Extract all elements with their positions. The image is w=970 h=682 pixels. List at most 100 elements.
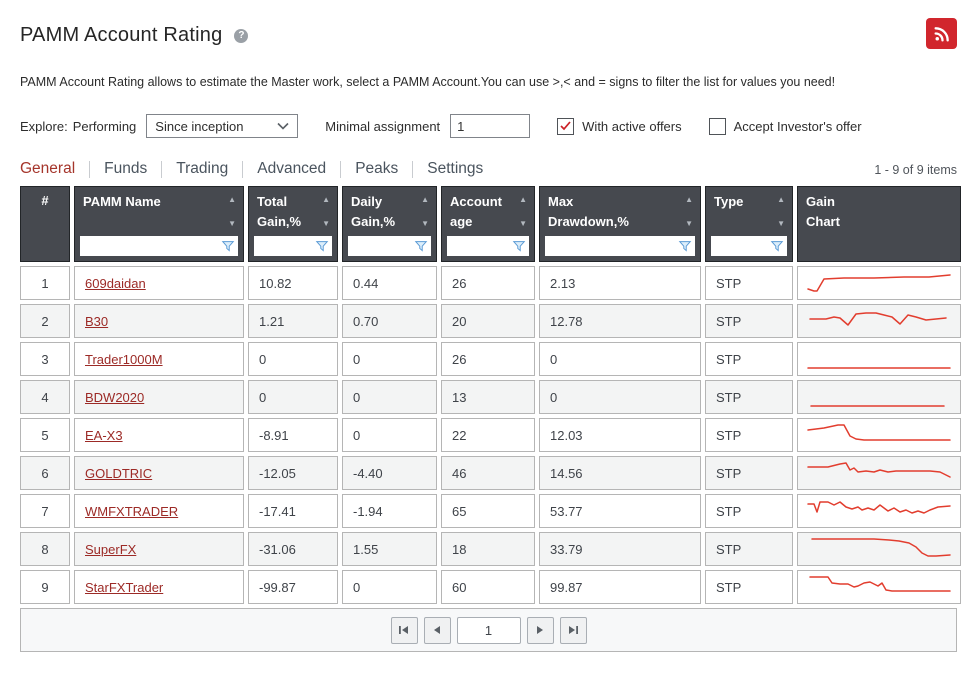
max-drawdown-cell: 99.87 [539, 570, 701, 604]
column-filter-input[interactable] [447, 236, 512, 256]
pager-prev-button[interactable] [423, 616, 451, 644]
sort-asc-icon[interactable]: ▲ [777, 195, 785, 204]
column-filter-input[interactable] [80, 236, 221, 256]
minimal-assignment-input[interactable] [450, 114, 531, 138]
filter-icon[interactable] [770, 239, 784, 253]
table-row: 4 BDW2020 0 0 13 0 STP [20, 380, 961, 414]
account-age-cell: 13 [441, 380, 535, 414]
help-icon[interactable]: ? [234, 29, 249, 43]
sort-asc-icon[interactable]: ▲ [322, 195, 330, 204]
pager-next-button[interactable] [526, 616, 554, 644]
sort-desc-icon[interactable]: ▼ [777, 219, 785, 228]
type-cell: STP [705, 380, 793, 414]
column-header-daily-gain[interactable]: Daily Gain,% ▲ ▼ [342, 186, 437, 262]
title-bar: PAMM Account Rating ? [20, 18, 957, 54]
gain-sparkline [807, 367, 951, 369]
sort-asc-icon[interactable]: ▲ [228, 195, 236, 204]
tabs-row: General Funds Trading Advanced Peaks Settings… [20, 160, 957, 178]
table-row: 9 StarFXTrader -99.87 0 60 99.87 STP [20, 570, 961, 604]
pamm-name-link[interactable]: BDW2020 [85, 389, 145, 405]
tabs: General Funds Trading Advanced Peaks Settings [20, 160, 497, 178]
filter-icon[interactable] [678, 239, 692, 253]
table-row: 2 B30 1.21 0.70 20 12.78 STP [20, 304, 961, 338]
sort-desc-icon[interactable]: ▼ [421, 219, 429, 228]
filter-icon[interactable] [414, 239, 428, 253]
gain-chart-cell [797, 380, 961, 414]
pamm-name-cell: EA-X3 [74, 418, 244, 452]
tab-settings[interactable]: Settings [427, 160, 484, 177]
pamm-name-link[interactable]: B30 [85, 313, 109, 329]
column-filter [254, 236, 332, 256]
pager-page-input[interactable] [456, 616, 521, 644]
table-header-row: # PAMM Name ▲ ▼ Total Gain,% ▲ ▼ Daily Gain,% ▲ ▼ Ac… [20, 186, 961, 262]
with-active-offers-checkbox[interactable] [557, 117, 575, 135]
sort-desc-icon[interactable]: ▼ [685, 219, 693, 228]
gain-sparkline [810, 405, 945, 407]
column-header-max-drawdown[interactable]: Max Drawdown,% ▲ ▼ [539, 186, 701, 262]
filter-icon[interactable] [315, 239, 329, 253]
prev-page-icon [434, 626, 440, 634]
pager-first-button[interactable] [390, 616, 418, 644]
column-label: Max Drawdown,% [548, 194, 629, 230]
tab-advanced[interactable]: Advanced [257, 160, 327, 177]
type-cell: STP [705, 418, 793, 452]
tab-general[interactable]: General [20, 160, 76, 177]
with-active-offers-option[interactable]: With active offers [557, 117, 682, 135]
rss-button[interactable] [926, 18, 957, 49]
tab-trading[interactable]: Trading [176, 160, 229, 177]
tab-funds[interactable]: Funds [104, 160, 148, 177]
max-drawdown-cell: 33.79 [539, 532, 701, 566]
column-filter-input[interactable] [348, 236, 414, 256]
pamm-name-link[interactable]: SuperFX [85, 541, 137, 557]
column-header-type[interactable]: Type ▲ ▼ [705, 186, 793, 262]
tab-peaks[interactable]: Peaks [355, 160, 399, 177]
first-page-icon [399, 626, 408, 634]
accept-investor-option[interactable]: Accept Investor's offer [708, 117, 862, 135]
sort-desc-icon[interactable]: ▼ [228, 219, 236, 228]
pamm-name-link[interactable]: EA-X3 [85, 427, 123, 443]
column-filter-input[interactable] [254, 236, 315, 256]
period-select[interactable]: Since inception [146, 114, 299, 138]
gain-chart-cell [797, 532, 961, 566]
max-drawdown-cell: 14.56 [539, 456, 701, 490]
pamm-name-cell: SuperFX [74, 532, 244, 566]
gain-sparkline [807, 424, 951, 441]
account-age-cell: 65 [441, 494, 535, 528]
column-header-total-gain[interactable]: Total Gain,% ▲ ▼ [248, 186, 338, 262]
sort-asc-icon[interactable]: ▲ [519, 195, 527, 204]
pamm-name-link[interactable]: StarFXTrader [85, 579, 164, 595]
total-gain-cell: -99.87 [248, 570, 338, 604]
sort-asc-icon[interactable]: ▲ [685, 195, 693, 204]
column-filter-input[interactable] [711, 236, 770, 256]
gain-chart-cell [797, 494, 961, 528]
column-header-pamm-name[interactable]: PAMM Name ▲ ▼ [74, 186, 244, 262]
column-header-gain-chart: Gain Chart [797, 186, 961, 262]
filter-icon[interactable] [512, 239, 526, 253]
accept-investor-checkbox[interactable] [708, 117, 726, 135]
sort-desc-icon[interactable]: ▼ [322, 219, 330, 228]
pager [20, 608, 957, 652]
daily-gain-cell: -4.40 [342, 456, 437, 490]
pamm-name-cell: 609daidan [74, 266, 244, 300]
pamm-name-link[interactable]: 609daidan [85, 275, 146, 291]
explore-label: Explore: [20, 118, 68, 134]
column-filter [348, 236, 431, 256]
pamm-name-link[interactable]: WMFXTRADER [85, 503, 179, 519]
next-page-icon [537, 626, 543, 634]
sort-desc-icon[interactable]: ▼ [519, 219, 527, 228]
column-header-account-age[interactable]: Account age ▲ ▼ [441, 186, 535, 262]
pamm-name-link[interactable]: GOLDTRIC [85, 465, 153, 481]
pager-last-button[interactable] [559, 616, 587, 644]
table-row: 6 GOLDTRIC -12.05 -4.40 46 14.56 STP [20, 456, 961, 490]
row-number: 4 [20, 380, 70, 414]
column-filter [447, 236, 529, 256]
gain-chart-cell [797, 418, 961, 452]
tab-separator [161, 160, 163, 178]
sort-asc-icon[interactable]: ▲ [421, 195, 429, 204]
pamm-name-link[interactable]: Trader1000M [85, 351, 163, 367]
pamm-name-cell: B30 [74, 304, 244, 338]
column-filter-input[interactable] [545, 236, 678, 256]
filter-icon[interactable] [221, 239, 235, 253]
filter-bar: Explore: Performing Since inception Mini… [20, 113, 957, 139]
table-row: 8 SuperFX -31.06 1.55 18 33.79 STP [20, 532, 961, 566]
